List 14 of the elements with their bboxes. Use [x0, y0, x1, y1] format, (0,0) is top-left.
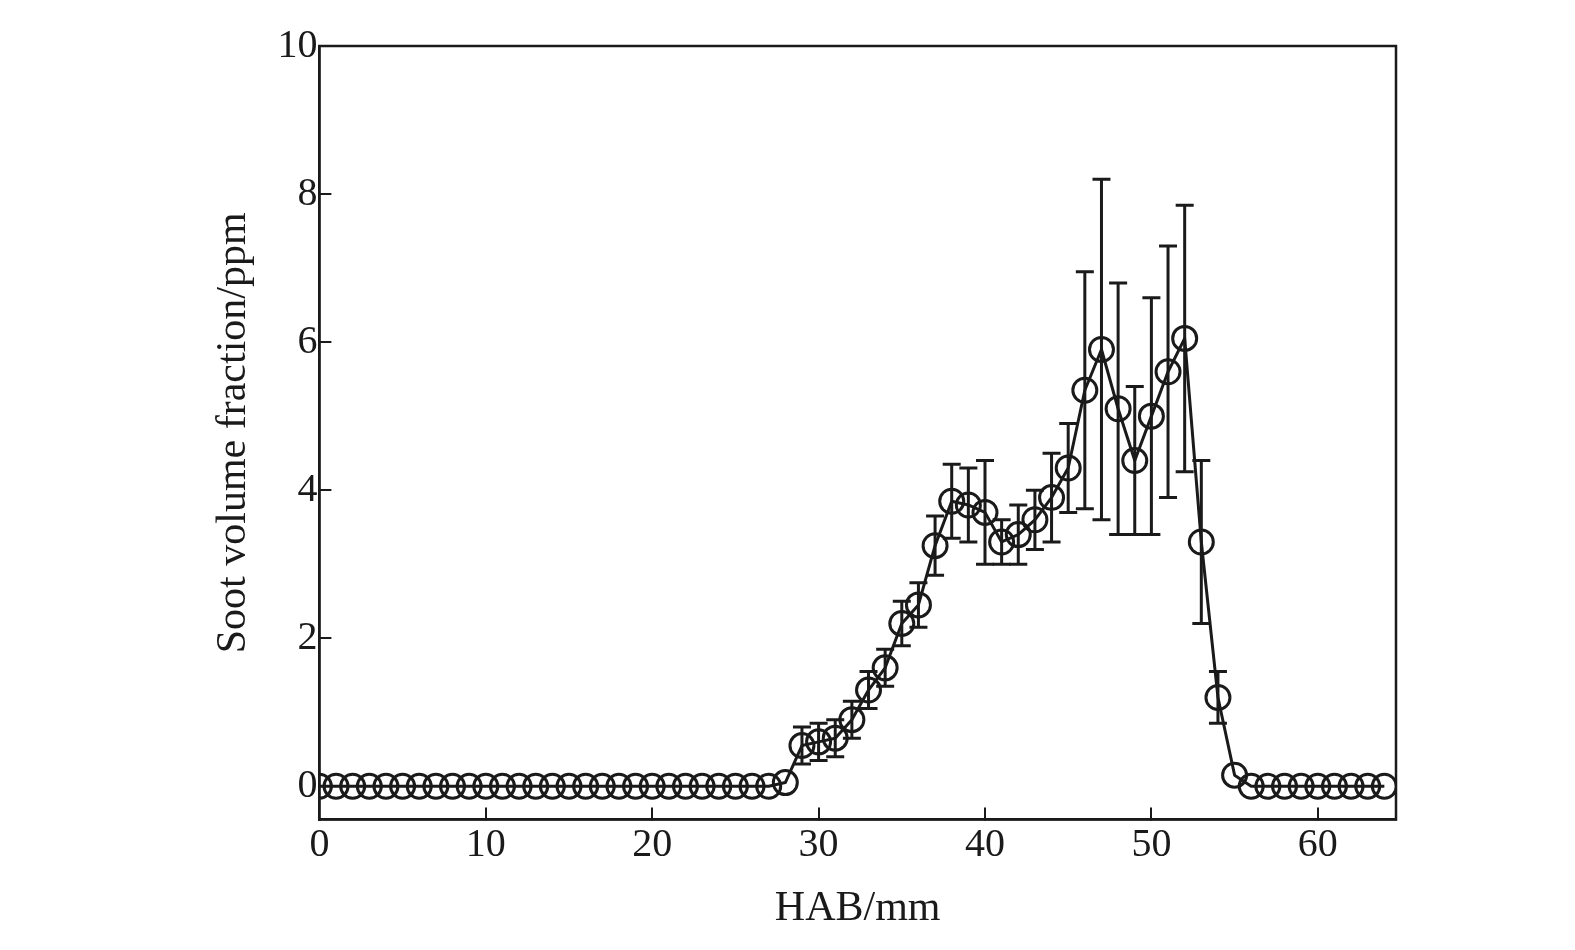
y-tick-label: 6 [297, 316, 318, 362]
y-tick-label: 8 [297, 168, 318, 214]
x-tick-label: 40 [965, 820, 1005, 866]
x-tick-label: 20 [632, 820, 673, 866]
x-tick-label: 50 [1131, 820, 1172, 866]
y-tick-label: 0 [297, 760, 318, 806]
y-axis-title: Soot volume fraction/ppm [208, 212, 255, 654]
x-tick-label: 30 [798, 820, 839, 866]
y-tick-label: 2 [297, 612, 318, 658]
y-tick-label: 10 [277, 20, 318, 66]
x-tick-label: 60 [1297, 820, 1338, 866]
x-axis-title: HAB/mm [774, 882, 941, 929]
x-tick-label: 10 [465, 820, 506, 866]
y-tick-label: 4 [297, 464, 318, 510]
